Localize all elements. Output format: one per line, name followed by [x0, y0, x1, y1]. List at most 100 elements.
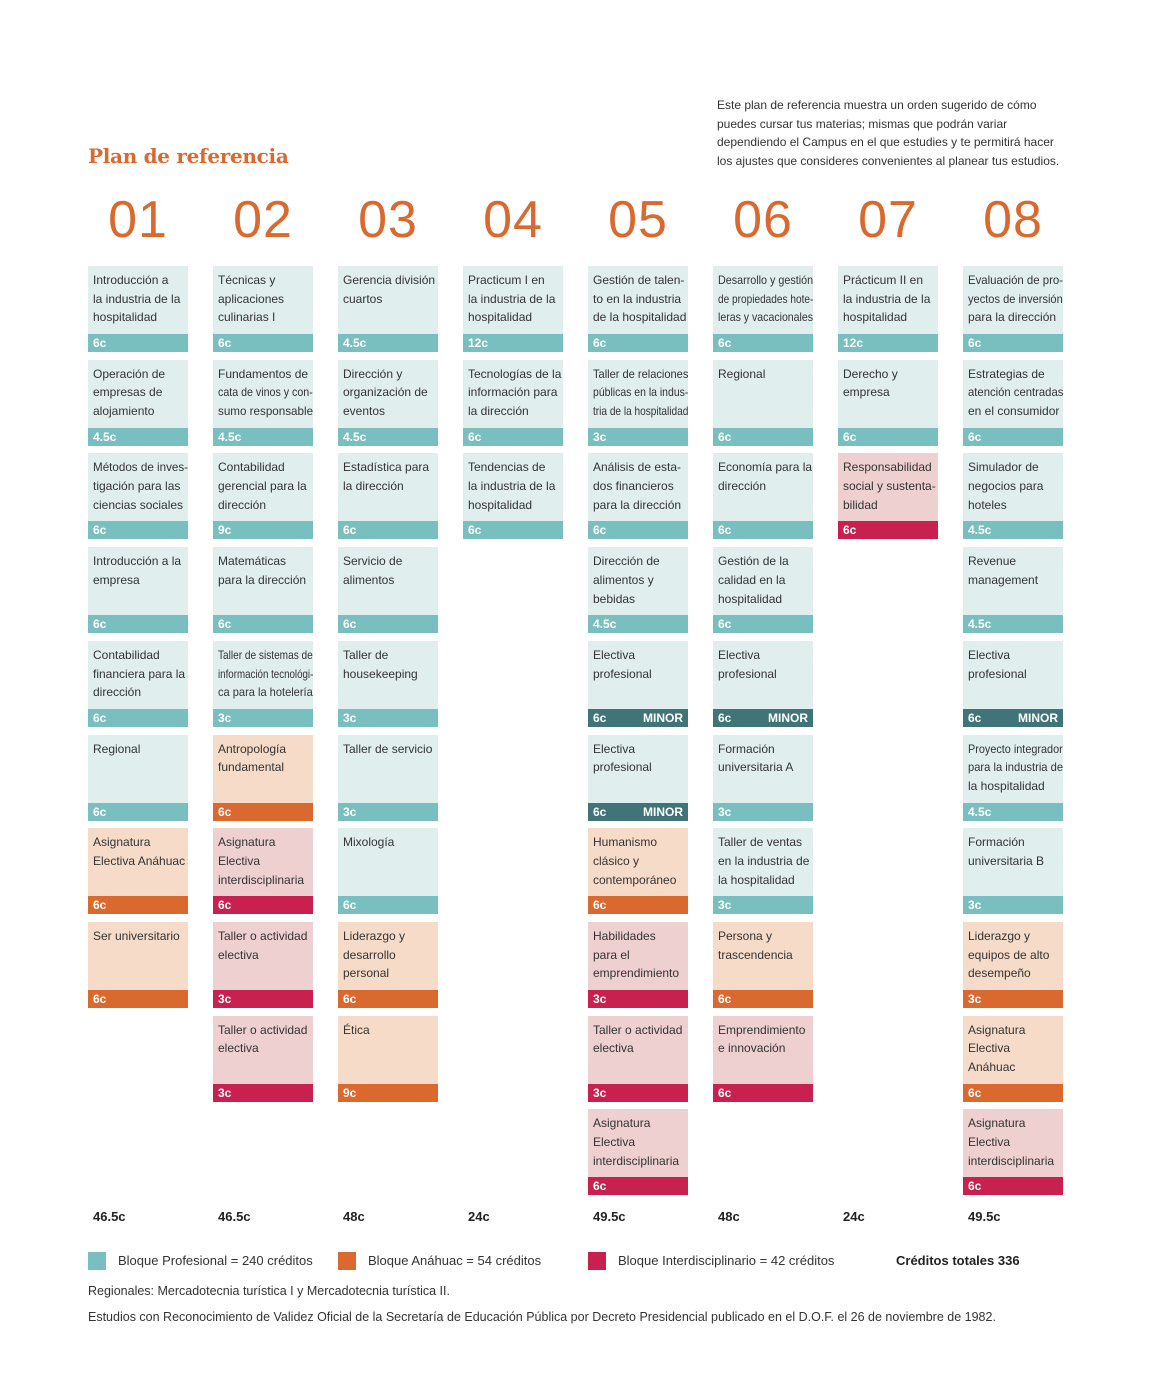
course-name-line: Desarrollo y gestión [718, 273, 814, 287]
course-name-line: dirección [93, 685, 142, 700]
course-name-line: contemporáneo [593, 872, 677, 887]
course-name-line: Practicum I en [468, 273, 545, 287]
course-name-line: gerencial para la [218, 479, 307, 494]
course-name-line: ciencias sociales [93, 497, 184, 512]
course-name-line: housekeeping [343, 666, 418, 681]
credits: 6c [93, 523, 107, 538]
credits: 6c [718, 617, 732, 632]
course-name: Taller o actividad electiva [213, 1015, 313, 1084]
credits: 4.5c [968, 804, 992, 819]
credits: 6c [343, 523, 357, 538]
course-name-line: financiera para la [93, 666, 186, 681]
credits: 6c [93, 991, 107, 1006]
course-name-line: Taller de relaciones [593, 366, 689, 381]
credits: 6c [968, 336, 982, 350]
course-name: Prácticum II en la industria de la hospita… [838, 266, 938, 334]
course-card: Asignatura Electiva interdisciplinaria 6c [963, 1109, 1063, 1196]
course-name-line: interdisciplinaria [968, 1153, 1055, 1168]
semester-number: 02 [233, 191, 293, 249]
minor-tag: MINOR [768, 710, 808, 725]
credits: 6c [593, 336, 607, 350]
course-name-line: Proyecto integrador [968, 741, 1063, 756]
credit-bar: 4.5c [963, 521, 1063, 540]
course-card: Simulador de negocios para hoteles 4.5c [963, 453, 1063, 540]
course-name-line: dos financieros [593, 479, 674, 494]
course-name-line: Servicio de [343, 554, 403, 569]
credit-bar: 6c [963, 1083, 1063, 1102]
semester-total: 46.5c [218, 1209, 251, 1224]
credit-bar: 3c [338, 708, 438, 727]
course-card: Emprendimiento e innovación 6c [713, 1015, 813, 1102]
credits: 6c [468, 523, 482, 538]
course-name: Taller de ventas en la industria de la hos… [713, 828, 813, 897]
description: Este plan de referencia muestra un orden… [717, 96, 1059, 170]
course-name-line: Electiva [593, 741, 636, 756]
credit-bar: 6c [713, 1083, 813, 1102]
course-name-line: Asignatura [218, 835, 276, 850]
course-name: Persona y trascendencia [713, 921, 813, 990]
course-name: Derecho y empresa [838, 359, 938, 428]
legend-label: Bloque Anáhuac = 54 créditos [368, 1253, 542, 1268]
credit-bar: 4.5c [338, 427, 438, 446]
course-name-line: emprendimiento [593, 966, 680, 981]
credit-bar: 6c [213, 615, 313, 634]
semester-total: 48c [718, 1209, 740, 1224]
credit-bar: 4.5c [963, 802, 1063, 821]
semester-total: 24c [468, 1209, 490, 1224]
course-card: Formación universitaria A 3c [713, 734, 813, 821]
credit-bar: 3c [213, 989, 313, 1008]
course-name-line: Asignatura [93, 835, 151, 850]
credit-bar: 6c [963, 1177, 1063, 1196]
course-card: Taller de ventas en la industria de la hos… [713, 828, 813, 915]
course-card: Regional 6c [713, 359, 813, 446]
course-name-line: Taller de ventas [718, 835, 803, 850]
credits: 4.5c [218, 429, 242, 444]
course-name-line: Ser universitario [93, 928, 180, 943]
course-name-line: Formación [968, 835, 1025, 850]
course-card: Estrategias de atención centradas en el co… [963, 359, 1063, 446]
legend-label: Bloque Interdisciplinario = 42 créditos [618, 1253, 835, 1268]
course-name-line: calidad en la [718, 572, 786, 587]
course-name-line: interdisciplinaria [593, 1153, 680, 1168]
course-name-line: Persona y [718, 928, 773, 943]
course-name-line: culinarias I [218, 310, 276, 325]
credit-bar: 6c [213, 896, 313, 915]
course-card: Liderazgo y equipos de alto desempeño 3c [963, 921, 1063, 1008]
semester-number: 05 [608, 191, 668, 249]
credits: 6c [968, 1179, 982, 1194]
course-name-line: en la industria de [718, 853, 810, 868]
course-card: Electiva profesional 6c MINOR [963, 640, 1063, 727]
course-card: Dirección y organización de eventos 4.5c [338, 359, 438, 446]
course-name-line: de propiedades hote- [718, 291, 814, 306]
credit-bar: 4.5c [213, 427, 313, 446]
course-name-line: Estadística para [343, 460, 430, 475]
course-name-line: Asignatura [593, 1116, 651, 1131]
semester-number: 01 [108, 191, 168, 249]
course-card: Electiva profesional 6c MINOR [713, 640, 813, 727]
credit-bar: 3c [213, 1083, 313, 1102]
course-name-line: Taller de [343, 647, 389, 662]
course-name: Taller o actividad electiva [588, 1015, 688, 1084]
course-name-line: electiva [218, 947, 259, 962]
course-name: Formación universitaria B [963, 828, 1063, 897]
course-name-line: Taller o actividad [218, 1022, 308, 1037]
semester-total: 49.5c [968, 1209, 1001, 1224]
course-name-line: Métodos de inves- [93, 460, 189, 475]
credit-bar: 6c [713, 521, 813, 540]
credit-bar: 6c [838, 521, 938, 540]
credit-bar: 6c [713, 334, 813, 352]
credits: 6c [93, 617, 107, 632]
course-name-line: yectos de inversión [968, 291, 1063, 306]
course-name: Emprendimiento e innovación [713, 1015, 813, 1084]
course-name-line: dirección [218, 497, 267, 512]
credit-bar: 6c [88, 521, 188, 540]
credits: 3c [218, 710, 232, 725]
course-name: Matemáticas para la dirección [213, 547, 313, 616]
credit-bar: 6c [88, 615, 188, 634]
page-title: Plan de referencia [88, 144, 289, 168]
course-name-line: para la dirección [218, 572, 307, 587]
course-name: Dirección de alimentos y bebidas [588, 547, 688, 616]
course-name-line: universitaria A [718, 760, 794, 775]
course-name-line: Formación [718, 741, 775, 756]
